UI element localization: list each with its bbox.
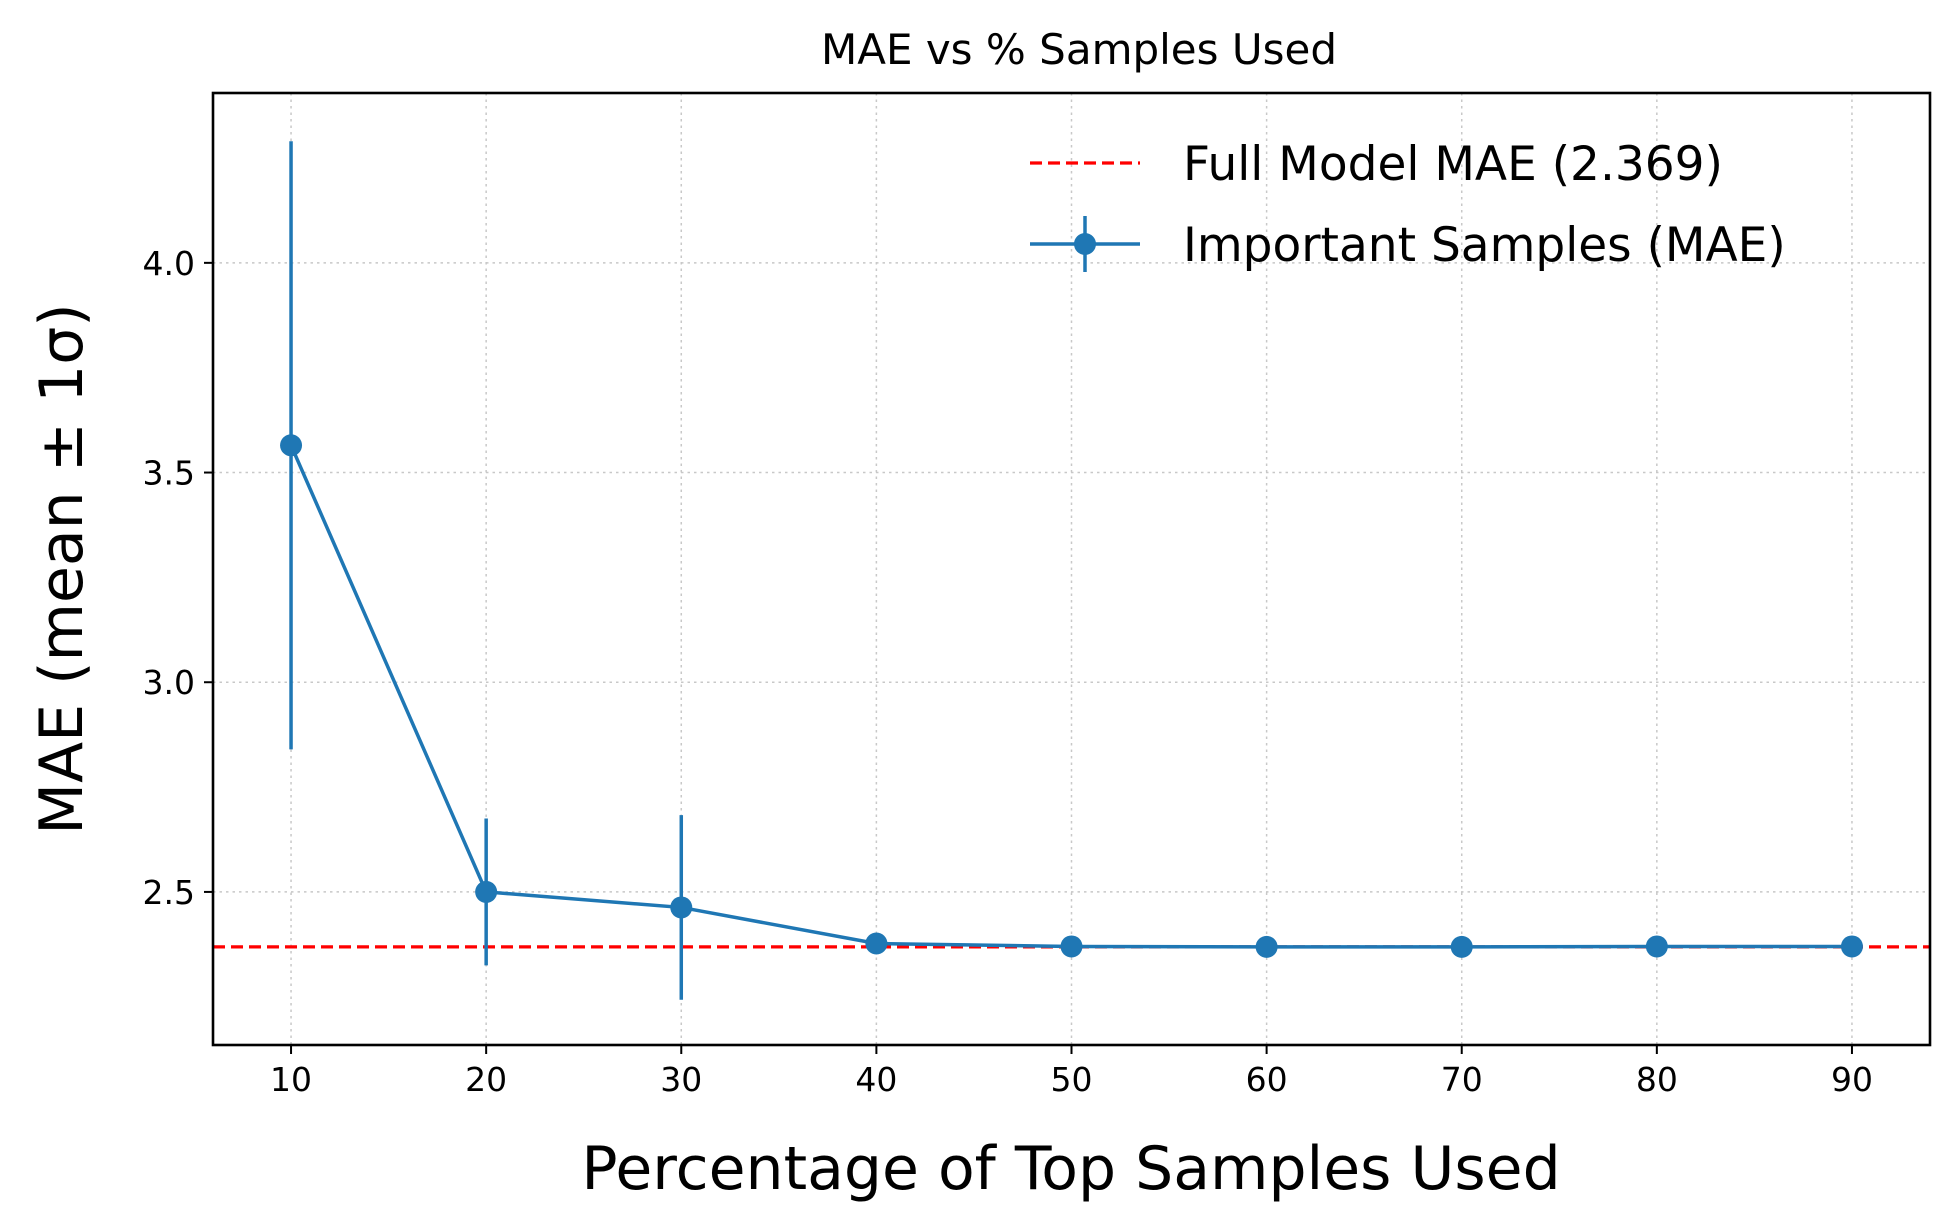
x-tick-label: 40 xyxy=(855,1060,897,1099)
x-tick-label: 10 xyxy=(270,1060,312,1099)
y-tick-label: 3.5 xyxy=(143,454,195,493)
data-point xyxy=(670,896,693,919)
x-axis-label: Percentage of Top Samples Used xyxy=(581,1134,1560,1204)
legend-label-series: Important Samples (MAE) xyxy=(1183,218,1786,273)
data-point xyxy=(280,434,303,457)
x-tick-label: 60 xyxy=(1246,1060,1288,1099)
legend-swatch-series-marker xyxy=(1074,233,1096,255)
series-line xyxy=(289,444,1852,949)
x-tick-label: 30 xyxy=(660,1060,702,1099)
y-tick-label: 4.0 xyxy=(143,244,195,283)
axis-layer: 10 20 30 40 50 60 70 80 90 2.5 3.0 3.5 4.0 xyxy=(143,244,1873,1099)
data-point xyxy=(1645,935,1668,958)
x-tick-label: 80 xyxy=(1636,1060,1678,1099)
data-point xyxy=(1450,935,1473,958)
plot-layer xyxy=(213,141,1930,1000)
data-point xyxy=(1840,935,1863,958)
data-point xyxy=(475,880,498,903)
y-axis-label: MAE (mean ± 1σ) xyxy=(27,303,97,834)
legend-label-reference: Full Model MAE (2.369) xyxy=(1183,137,1723,192)
y-tick-label: 3.0 xyxy=(143,663,195,702)
data-point xyxy=(1060,935,1083,958)
data-point xyxy=(865,932,888,955)
y-tick-label: 2.5 xyxy=(143,873,195,912)
x-tick-label: 90 xyxy=(1831,1060,1873,1099)
data-point xyxy=(1255,935,1278,958)
x-tick-label: 20 xyxy=(465,1060,507,1099)
legend: Full Model MAE (2.369) Important Samples… xyxy=(1030,137,1786,273)
chart-title: MAE vs % Samples Used xyxy=(821,25,1337,74)
x-tick-label: 70 xyxy=(1441,1060,1483,1099)
x-tick-label: 50 xyxy=(1051,1060,1093,1099)
